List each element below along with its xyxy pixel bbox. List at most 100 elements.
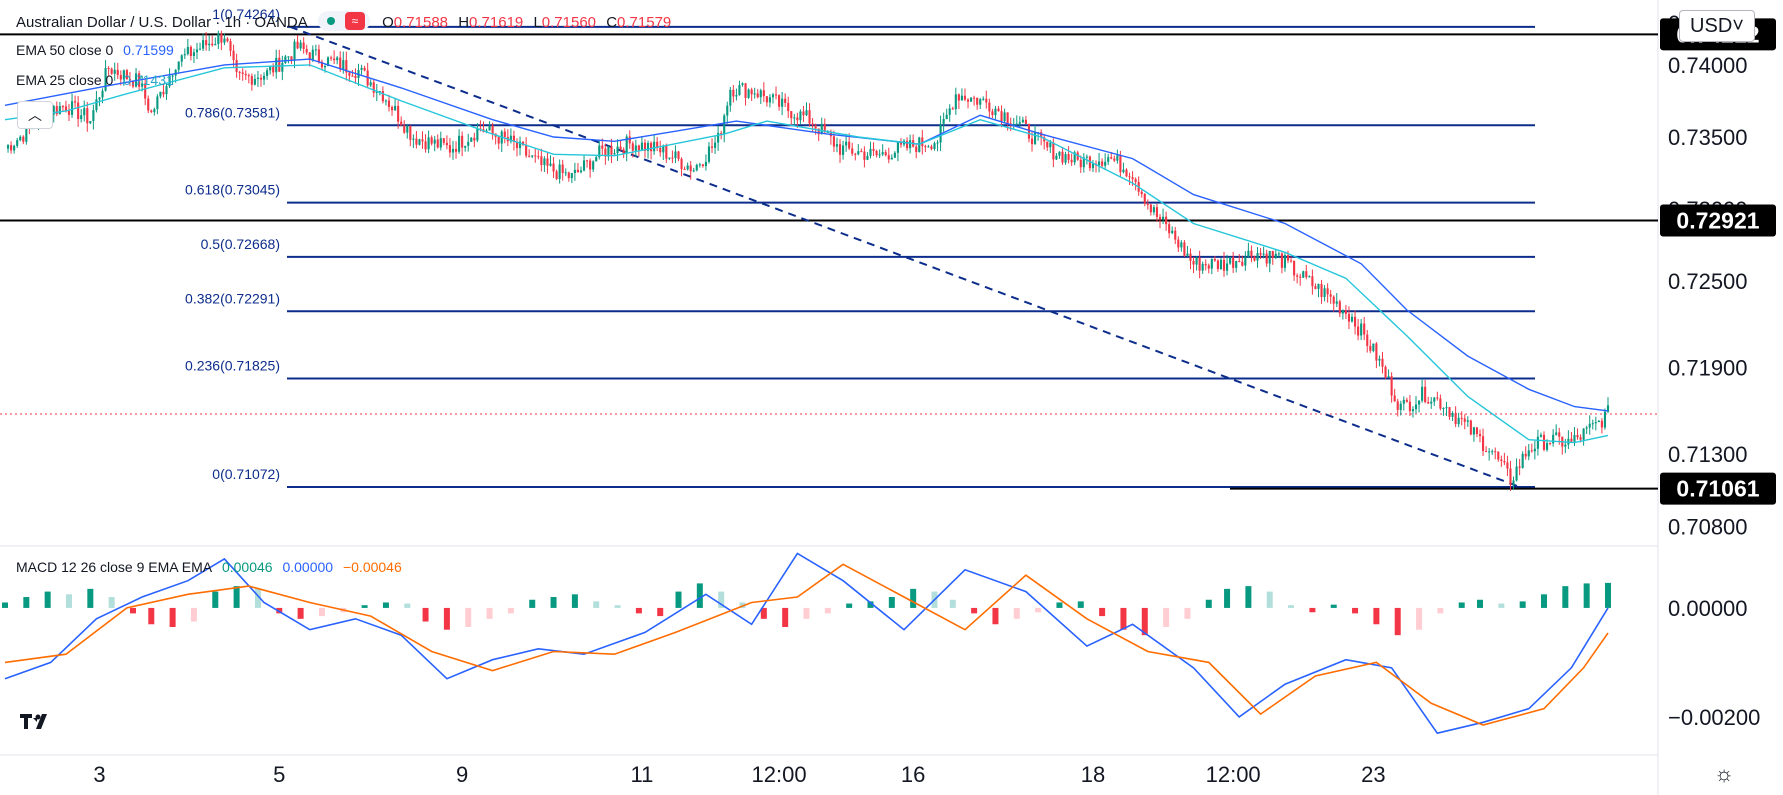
macd-histogram-bar — [1416, 607, 1423, 630]
candle-body — [634, 145, 637, 151]
candle-body — [1542, 434, 1546, 450]
candle-body — [1131, 177, 1134, 180]
candle-body — [586, 160, 589, 162]
macd-histogram-bar — [1477, 599, 1484, 608]
candle-body — [116, 69, 119, 76]
candle-body — [1030, 138, 1034, 145]
candle-body — [595, 157, 598, 162]
candle-body — [317, 49, 320, 62]
candle-body — [1189, 253, 1192, 261]
candle-body — [272, 66, 275, 73]
candle-body — [98, 97, 101, 100]
macd-legend[interactable]: MACD 12 26 close 9 EMA EMA 0.00046 0.000… — [16, 559, 408, 575]
candle-body — [1274, 253, 1277, 258]
candle-body — [1277, 253, 1280, 255]
macd-histogram-bar — [233, 586, 240, 608]
candle-body — [165, 86, 168, 95]
currency-selector[interactable]: USD˅ — [1679, 10, 1755, 42]
candle-body — [1210, 259, 1213, 269]
candle-body — [232, 50, 235, 61]
candle-body — [881, 152, 884, 155]
trendline[interactable] — [289, 25, 1521, 488]
candle-body — [1582, 428, 1585, 440]
tradingview-logo-icon[interactable] — [18, 708, 52, 734]
candle-body — [942, 119, 945, 124]
candle-body — [381, 91, 384, 102]
candle-body — [570, 173, 573, 179]
candle-body — [1046, 141, 1049, 148]
currency-label: USD — [1690, 15, 1733, 37]
candle-body — [451, 148, 455, 153]
candle-body — [1262, 253, 1265, 255]
candle-body — [141, 83, 144, 87]
candle-body — [1363, 323, 1366, 335]
candle-body — [1204, 263, 1207, 266]
ema25-legend[interactable]: EMA 25 close 0 0.71431 — [16, 72, 180, 88]
candle-body — [333, 58, 336, 61]
candle-body — [674, 151, 677, 159]
candle-body — [1049, 142, 1052, 148]
candle-body — [866, 155, 869, 160]
candle-body — [241, 72, 244, 74]
candle-body — [860, 151, 863, 153]
macd-histogram-bar — [1205, 599, 1212, 608]
data-delay-icon: ≈ — [344, 12, 365, 30]
time-tick-label: 18 — [1081, 762, 1105, 787]
symbol-title[interactable]: Australian Dollar / U.S. Dollar · 1h · O… — [16, 14, 308, 31]
candle-body — [1314, 286, 1317, 289]
macd-histogram-bar — [382, 602, 389, 608]
candle-body — [1344, 309, 1347, 314]
macd-histogram-bar — [465, 607, 472, 627]
candle-body — [415, 138, 418, 145]
macd-pane — [2, 552, 1611, 735]
candle-body — [1058, 151, 1061, 156]
candle-body — [561, 164, 564, 173]
candle-body — [887, 155, 890, 160]
candle-body — [22, 136, 25, 142]
candle-body — [70, 101, 74, 115]
fibonacci-retracement[interactable]: 1(0.74264) 0.786(0.73581) 0.618(0.73045) 0.… — [185, 6, 1535, 489]
candle-body — [793, 117, 796, 119]
collapse-legend-button[interactable]: ︿ — [17, 101, 53, 129]
candle-body — [80, 115, 83, 120]
candle-body — [1219, 259, 1223, 270]
candle-body — [1421, 386, 1424, 401]
candle-body — [991, 111, 994, 116]
candle-body — [689, 165, 692, 172]
status-indicator[interactable]: ≈ — [317, 11, 370, 31]
candle-body — [448, 145, 452, 153]
candle-body — [1082, 157, 1085, 168]
candle-body — [717, 132, 720, 143]
ema50-legend[interactable]: EMA 50 close 0 0.71599 — [16, 42, 180, 58]
candle-body — [802, 111, 805, 116]
candle-body — [412, 138, 415, 140]
candle-body — [1061, 151, 1064, 163]
candle-body — [592, 161, 595, 170]
candle-body — [205, 40, 208, 46]
candle-body — [851, 148, 854, 154]
macd-histogram-bar — [803, 607, 810, 619]
macd-histogram-bar — [1394, 607, 1401, 636]
candle-body — [628, 136, 631, 144]
settings-gear-icon[interactable]: ☼ — [1714, 761, 1735, 786]
candle-body — [945, 114, 948, 120]
candle-body — [1174, 230, 1177, 240]
candle-body — [1326, 288, 1329, 295]
candle-body — [95, 99, 98, 111]
price-tick-label: 0.72500 — [1668, 269, 1748, 294]
candle-body — [823, 123, 826, 133]
candle-body — [1353, 316, 1357, 327]
candle-body — [290, 56, 293, 60]
candle-body — [1305, 271, 1308, 278]
candle-body — [1555, 432, 1558, 435]
candle-body — [360, 67, 363, 71]
chevron-up-icon: ︿ — [28, 107, 42, 123]
macd-histogram-bar — [1519, 601, 1526, 608]
horizontal-lines[interactable] — [0, 33, 1658, 490]
candle-body — [101, 90, 104, 98]
candle-body — [427, 137, 430, 150]
candle-body — [1296, 275, 1299, 277]
time-tick-label: 9 — [456, 762, 468, 787]
candle-body — [531, 155, 534, 157]
